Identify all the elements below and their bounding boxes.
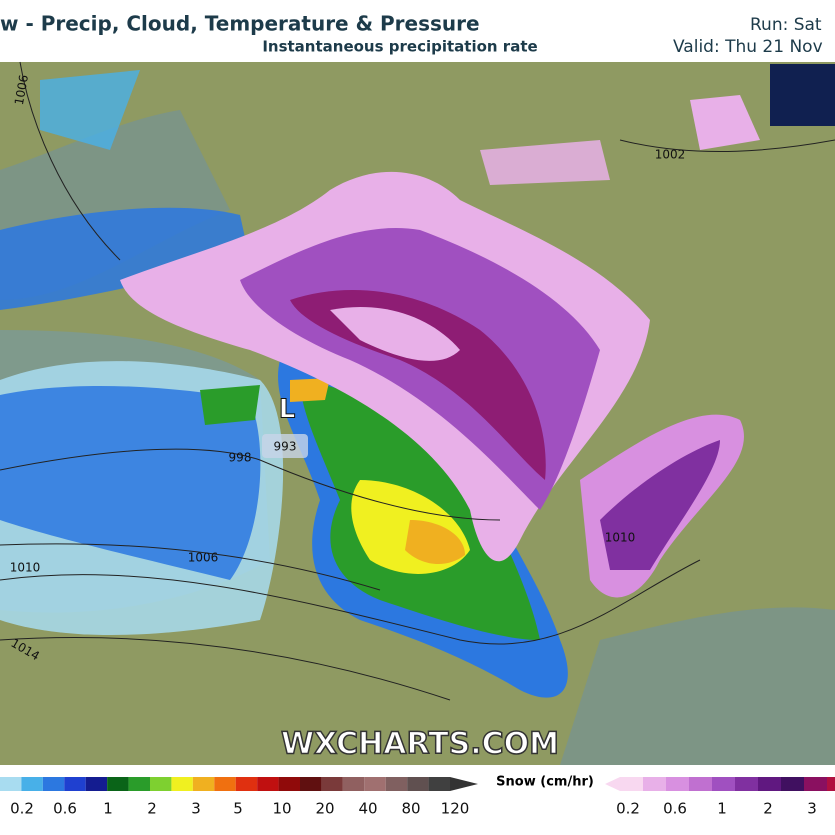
rain-color-swatch [21, 777, 43, 791]
rain-legend-label: 120 [441, 800, 470, 818]
rain-legend-label: 10 [272, 800, 291, 818]
valid-time: Valid: Thu 21 Nov [673, 37, 823, 57]
rain-color-swatch [85, 777, 108, 791]
watermark: WXCHARTS.COM [281, 727, 559, 762]
isobar-label: 1006 [188, 551, 219, 565]
snow-legend-label: 0.2 [616, 800, 640, 818]
snow-color-swatch [804, 777, 827, 791]
snow-color-swatch [712, 777, 735, 791]
rain-color-swatch [385, 777, 408, 791]
rain-legend-label: 80 [401, 800, 420, 818]
rain-color-swatch [150, 777, 172, 791]
rain-color-swatch [342, 777, 365, 791]
isobar-label: 998 [229, 451, 252, 465]
snow-color-swatch [781, 777, 804, 791]
rain-color-swatch [428, 777, 450, 791]
snow-color-swatch [620, 777, 643, 791]
snow-legend-label: 0.6 [663, 800, 687, 818]
rain-legend-label: 2 [147, 800, 157, 818]
snow-color-swatch [643, 777, 666, 791]
legend-bg [0, 765, 835, 835]
low-pressure: 993 [274, 440, 297, 454]
rain-color-swatch [300, 777, 322, 791]
rain-color-swatch [364, 777, 386, 791]
rain-color-swatch [278, 777, 300, 791]
snow-legend-arrow [605, 777, 620, 791]
rain-color-swatch [321, 777, 343, 791]
isobar-label: 1006 [12, 74, 31, 107]
low-symbol: L [279, 395, 296, 425]
snow-color-swatch [735, 777, 758, 791]
rain-legend-label: 40 [358, 800, 377, 818]
rain-color-swatch [128, 777, 150, 791]
rain-color-swatch [235, 777, 258, 791]
rain-color-swatch [192, 777, 215, 791]
isobar-label: 1010 [10, 561, 41, 575]
rain-legend-label: 1 [103, 800, 113, 818]
rain-color-swatch [171, 777, 193, 791]
rain-color-swatch [64, 777, 86, 791]
rain-legend-label: 20 [315, 800, 334, 818]
rain-color-swatch [407, 777, 429, 791]
isobar-label: 1002 [655, 148, 686, 162]
snow-legend-label: 2 [763, 800, 773, 818]
snow-color-swatch [827, 777, 835, 791]
header-bg [0, 0, 835, 62]
subtitle: Instantaneous precipitation rate [262, 38, 537, 56]
rain-color-swatch [257, 777, 279, 791]
rain-color-swatch [214, 777, 236, 791]
map [0, 61, 835, 765]
title: w - Precip, Cloud, Temperature & Pressur… [0, 12, 480, 36]
rain-color-swatch [107, 777, 129, 791]
snow-legend-label: 3 [807, 800, 817, 818]
snow-color-swatch [758, 777, 781, 791]
snow-legend-title: Snow (cm/hr) [496, 775, 594, 790]
rain-color-swatch [42, 777, 65, 791]
snow-legend-label: 1 [717, 800, 727, 818]
rain-legend-label: 3 [191, 800, 201, 818]
rain-legend-label: 0.6 [53, 800, 77, 818]
snow-color-swatch [666, 777, 689, 791]
snow-color-swatch [689, 777, 712, 791]
rain-legend-label: 5 [233, 800, 243, 818]
run-time: Run: Sat [750, 15, 822, 35]
isobar-label: 1010 [605, 531, 636, 545]
rain-color-swatch [0, 777, 22, 791]
rain-legend-arrow [450, 777, 478, 791]
rain-legend-label: 0.2 [10, 800, 34, 818]
